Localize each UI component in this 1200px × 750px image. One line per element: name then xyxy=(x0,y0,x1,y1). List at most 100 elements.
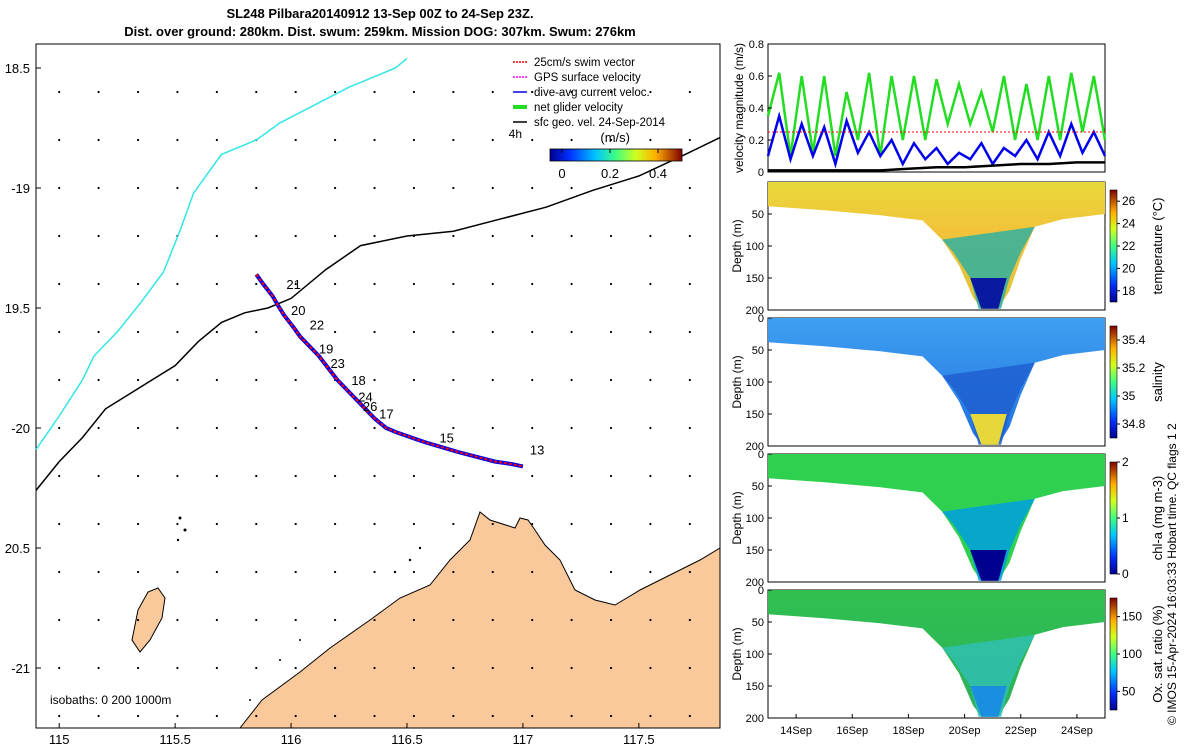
geo-velocity-dot xyxy=(334,186,337,190)
geo-velocity-dot xyxy=(688,282,691,286)
geo-velocity-dot xyxy=(97,378,100,382)
section-trough xyxy=(942,498,1035,581)
geo-velocity-dot xyxy=(176,186,179,190)
section-y-tick-label: 200 xyxy=(746,441,764,453)
geo-velocity-dot xyxy=(452,282,455,286)
geo-velocity-dot xyxy=(58,90,61,94)
geo-velocity-dot xyxy=(609,186,613,190)
geo-velocity-dot xyxy=(491,426,494,430)
section-colorbar xyxy=(1109,189,1118,303)
geo-velocity-dot xyxy=(570,282,573,286)
geo-velocity-dot xyxy=(58,234,61,238)
geo-velocity-dot xyxy=(531,426,534,430)
geo-velocity-dot xyxy=(58,426,61,430)
geo-velocity-dot xyxy=(176,378,179,382)
isobath-cyan-line xyxy=(35,57,408,451)
geo-velocity-dot xyxy=(215,570,218,574)
geo-velocity-dot xyxy=(491,186,494,190)
geo-velocity-dot xyxy=(531,138,534,142)
section-colorbar xyxy=(1109,461,1118,575)
geo-velocity-dot xyxy=(491,618,494,622)
section-x-tick-label: 24Sep xyxy=(1061,725,1093,737)
geo-velocity-dot xyxy=(688,234,691,238)
geo-velocity-dot xyxy=(373,378,376,382)
geo-velocity-dot xyxy=(531,666,534,670)
geo-velocity-dot xyxy=(452,186,455,190)
section-panel: 0 50 100 150 200 Depth (m) 50 100 150 Ox. sat. ra… xyxy=(730,585,1165,737)
section-x-tick-label: 22Sep xyxy=(1005,725,1037,737)
map-x-tick-label: 116 xyxy=(281,732,302,747)
geo-velocity-dot xyxy=(570,666,573,670)
velocity-y-tick-label: 0.8 xyxy=(749,39,764,51)
section-trough xyxy=(942,226,1035,309)
geo-velocity-dot xyxy=(334,618,337,622)
section-panel: 0 50 100 150 200 Depth (m) 0 1 2 chl-a (mg m-3) xyxy=(730,449,1165,589)
geo-velocity-dot xyxy=(294,186,297,190)
geo-velocity-dot xyxy=(176,138,179,142)
geo-velocity-dot xyxy=(58,522,61,526)
map-y-tick-label: -21 xyxy=(11,661,30,676)
section-colorbar-tick-label: 1 xyxy=(1122,511,1129,525)
section-ylabel: Depth (m) xyxy=(730,627,744,680)
geo-velocity-dot xyxy=(491,522,494,526)
geo-velocity-dot xyxy=(97,474,100,478)
geo-velocity-dot xyxy=(531,330,534,334)
geo-velocity-dot xyxy=(136,378,140,382)
geo-velocity-dot xyxy=(452,234,455,238)
geo-velocity-dot xyxy=(136,714,140,718)
geo-velocity-dot xyxy=(609,282,613,286)
geo-velocity-dot xyxy=(58,666,61,670)
geo-velocity-dot xyxy=(688,90,691,94)
geo-velocity-dot xyxy=(531,522,534,526)
geo-velocity-dot xyxy=(649,714,652,718)
geo-velocity-dot xyxy=(255,570,258,574)
geo-velocity-dot xyxy=(97,666,100,670)
geo-velocity-dot xyxy=(136,426,140,430)
geo-velocity-dot xyxy=(531,714,534,718)
section-panel: 50 100 150 200 Depth (m) 18 20 22 24 26 temperatur… xyxy=(730,181,1165,317)
geo-velocity-dot xyxy=(176,426,179,430)
map-x-tick-label: 117.5 xyxy=(623,732,655,747)
geo-velocity-dot xyxy=(491,666,494,670)
section-trough xyxy=(942,634,1035,717)
geo-velocity-dot xyxy=(412,570,416,574)
geo-velocity-dot xyxy=(452,474,455,478)
geo-velocity-dot xyxy=(412,522,416,526)
map-y-tick-label: -19 xyxy=(11,181,30,196)
geo-velocity-dot xyxy=(255,522,258,526)
velocity-series xyxy=(766,72,1107,172)
geo-velocity-dot xyxy=(136,474,140,478)
geo-velocity-dot xyxy=(215,618,218,622)
geo-velocity-dot xyxy=(531,474,534,478)
geo-velocity-dot xyxy=(609,234,613,238)
velocity-y-tick-label: 0.6 xyxy=(749,71,764,83)
geo-velocity-dot xyxy=(531,618,534,622)
section-y-tick-label: 150 xyxy=(746,409,764,421)
geo-velocity-dot xyxy=(97,618,100,622)
geo-velocity-dot xyxy=(570,618,573,622)
geo-velocity-dot xyxy=(58,138,61,142)
velocity-series-line xyxy=(766,72,1107,157)
map-x-tick-label: 115.5 xyxy=(159,732,191,747)
geo-velocity-dot xyxy=(609,474,613,478)
geo-velocity-dot xyxy=(294,522,297,526)
geo-velocity-dot xyxy=(58,474,61,478)
track-day-label: 24 xyxy=(358,390,372,405)
geo-velocity-dot xyxy=(255,618,258,622)
geo-velocity-dot xyxy=(609,714,613,718)
section-colorbar-label: chl-a (mg m-3) xyxy=(1150,476,1165,561)
section-colorbar-tick-label: 100 xyxy=(1122,647,1142,661)
geo-velocity-dot xyxy=(688,570,691,574)
geo-velocity-dot xyxy=(412,138,416,142)
section-deep-core xyxy=(970,686,1007,717)
geo-velocity-dot xyxy=(609,618,613,622)
geo-velocity-dot xyxy=(334,714,337,718)
section-deep-core xyxy=(970,550,1007,581)
geo-velocity-dot xyxy=(215,138,218,142)
section-y-tick-label: 50 xyxy=(752,481,764,493)
geo-velocity-dot xyxy=(176,282,179,286)
geo-velocity-dot xyxy=(688,138,691,142)
map-x-tick-label: 117 xyxy=(513,732,534,747)
velocity-frame xyxy=(767,43,1106,173)
